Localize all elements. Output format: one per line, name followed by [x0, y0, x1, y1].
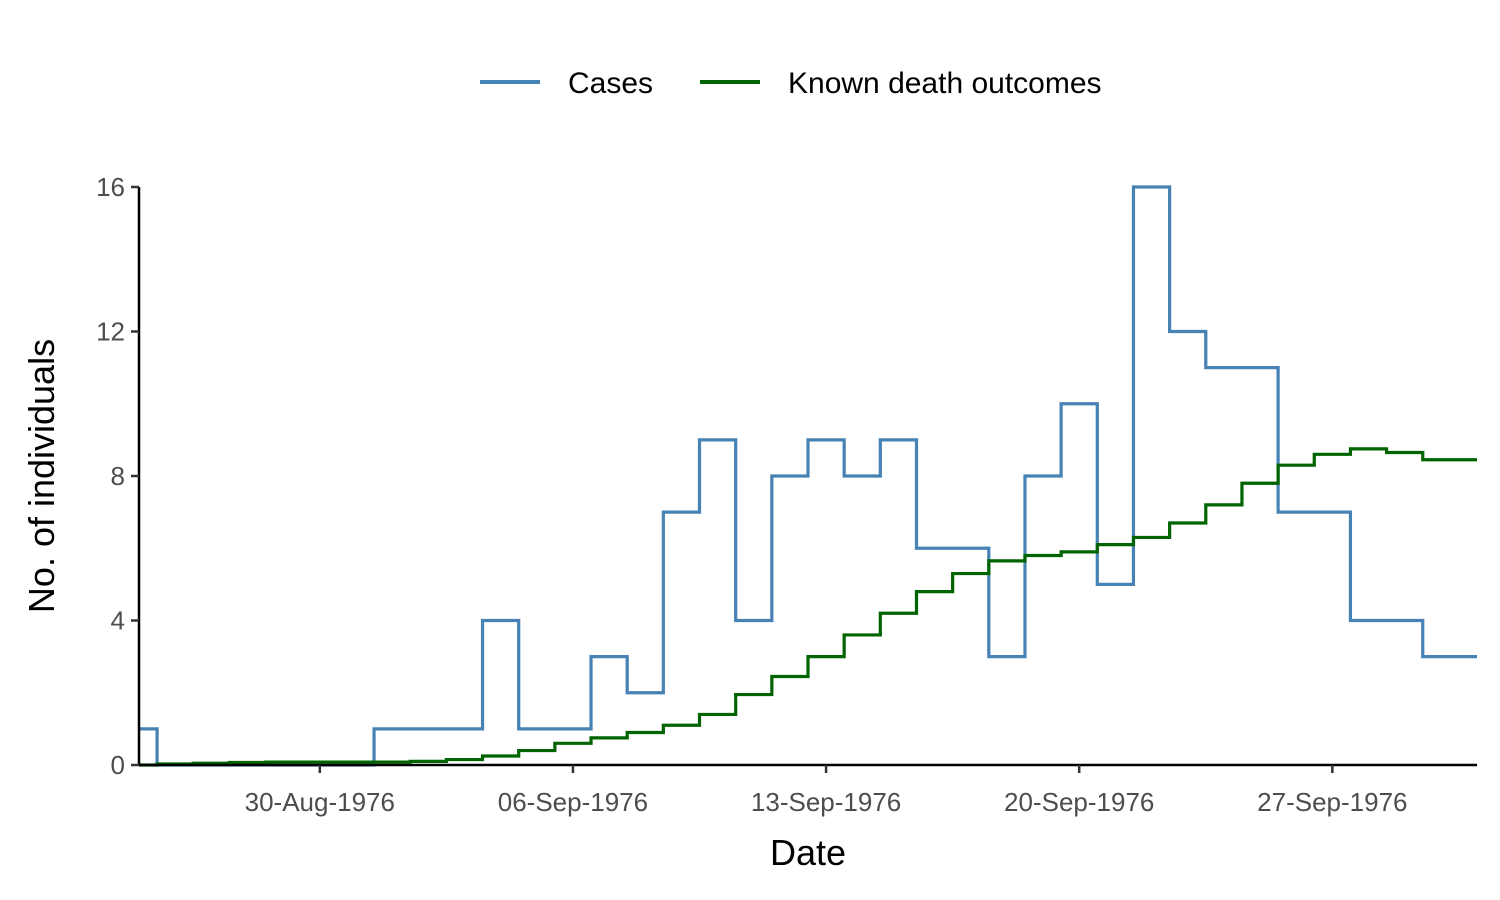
y-tick-label: 0 [111, 750, 125, 780]
series-line-cases [139, 185, 1477, 767]
y-tick-label: 8 [111, 461, 125, 491]
x-tick-label: 13-Sep-1976 [751, 787, 901, 817]
series-line-deaths [139, 447, 1477, 767]
plot-area [139, 185, 1477, 767]
x-tick-label: 06-Sep-1976 [498, 787, 648, 817]
y-axis-title: No. of individuals [21, 339, 62, 613]
x-tick-label: 30-Aug-1976 [245, 787, 395, 817]
y-tick-label: 4 [111, 606, 125, 636]
legend-label-cases: Cases [568, 67, 653, 100]
x-axis: 30-Aug-1976 06-Sep-1976 13-Sep-1976 20-Sep-… [139, 763, 1477, 817]
x-axis-title: Date [770, 832, 846, 873]
x-tick-label: 20-Sep-1976 [1004, 787, 1154, 817]
x-tick-label: 27-Sep-1976 [1257, 787, 1407, 817]
legend: Cases Known death outcomes [480, 67, 1102, 100]
y-tick-label: 16 [96, 172, 125, 202]
y-tick-label: 12 [96, 317, 125, 347]
y-axis: 0 4 8 12 16 [96, 172, 141, 780]
legend-label-deaths: Known death outcomes [788, 67, 1102, 100]
